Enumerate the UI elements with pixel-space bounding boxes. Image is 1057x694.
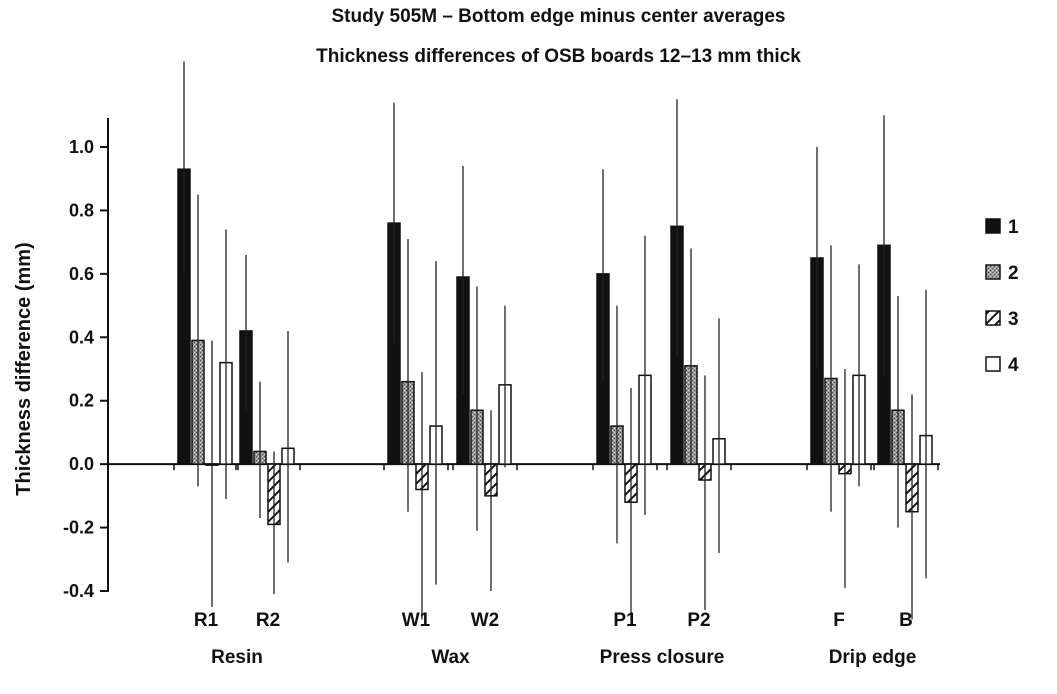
legend-swatch-1	[985, 218, 1001, 234]
x-category-label: P1	[613, 610, 637, 631]
x-group-label: Drip edge	[829, 647, 917, 668]
chart-bars	[177, 168, 933, 526]
chart-labels: 1.0 0.8 0.6 0.4 0.2 0.0 -0.2 -0.4 Thickness diff…	[13, 137, 916, 668]
y-tick-label: 0.2	[69, 391, 94, 411]
legend-swatch-2	[985, 264, 1001, 280]
x-category-label: R2	[256, 610, 280, 631]
legend-label: 4	[1008, 355, 1019, 376]
x-category-label: R1	[194, 610, 219, 631]
x-group-label: Press closure	[600, 647, 725, 668]
legend-label: 1	[1008, 217, 1019, 238]
chart-title: Study 505M – Bottom edge minus center av…	[331, 6, 786, 27]
y-tick-label: 0.8	[69, 200, 94, 220]
x-category-label: W1	[402, 610, 431, 631]
chart-legend: 1 2 3 4	[985, 217, 1019, 376]
x-group-label: Resin	[211, 647, 263, 668]
legend-label: 3	[1008, 309, 1019, 330]
x-group-label: Wax	[431, 647, 470, 668]
chart-error-bars	[183, 61, 927, 620]
legend-label: 2	[1008, 263, 1019, 284]
y-tick-label: 0.4	[69, 327, 94, 347]
y-tick-label: -0.4	[63, 581, 94, 601]
x-category-label: F	[833, 610, 845, 631]
legend-swatch-4	[985, 356, 1001, 372]
y-axis-label: Thickness difference (mm)	[13, 242, 35, 495]
y-tick-label: 1.0	[69, 137, 94, 157]
x-category-label: P2	[687, 610, 710, 631]
chart-subtitle: Thickness differences of OSB boards 12–1…	[316, 46, 801, 67]
x-category-label: W2	[471, 610, 500, 631]
y-tick-label: -0.2	[63, 518, 94, 538]
x-category-label: B	[899, 610, 913, 631]
legend-swatch-3	[985, 310, 1001, 326]
y-tick-label: 0.0	[69, 454, 94, 474]
y-tick-label: 0.6	[69, 264, 94, 284]
